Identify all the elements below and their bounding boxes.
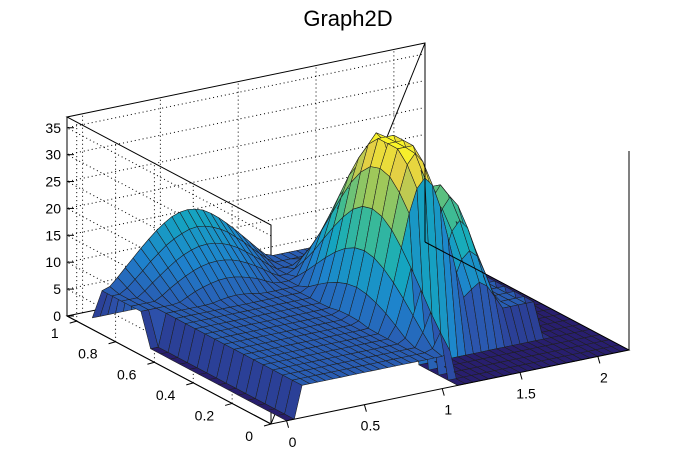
x-tick-4: [597, 356, 601, 364]
floor-front-edges: [66, 241, 631, 425]
x-tick-label-4: 2: [600, 369, 608, 385]
y-tick-label-4: 0.8: [78, 346, 98, 362]
z-tick-label-7: 35: [45, 120, 61, 136]
x-tick-2: [441, 388, 445, 396]
chart-title: Graph2D: [303, 6, 392, 31]
z-tick-label-1: 5: [53, 281, 61, 297]
z-tick-label-6: 30: [45, 147, 61, 163]
x-tick-0: [286, 420, 290, 428]
x-tick-3: [519, 372, 523, 380]
y-tick-3: [147, 361, 155, 365]
y-tick-label-5: 1: [51, 325, 59, 341]
y-tick-2: [186, 382, 194, 386]
x-tick-label-3: 1.5: [516, 386, 536, 402]
y-tick-1: [225, 402, 233, 406]
y-tick-label-0: 0: [245, 428, 253, 444]
x-tick-label-1: 0.5: [361, 418, 381, 434]
z-tick-label-0: 0: [53, 308, 61, 324]
y-tick-5: [69, 320, 77, 324]
z-tick-label-2: 10: [45, 254, 61, 270]
surface-mesh: [92, 132, 630, 422]
y-tick-label-3: 0.6: [117, 366, 137, 382]
y-tick-label-2: 0.4: [156, 387, 176, 403]
y-tick-4: [108, 341, 116, 345]
z-tick-label-3: 15: [45, 227, 61, 243]
x-tick-1: [363, 404, 367, 412]
y-tick-label-1: 0.2: [195, 407, 215, 423]
x-tick-label-0: 0: [289, 434, 297, 450]
x-tick-label-2: 1: [444, 402, 452, 418]
y-tick-0: [263, 423, 272, 427]
z-tick-label-4: 20: [45, 200, 61, 216]
axes-front-frame: [66, 43, 631, 425]
z-tick-label-5: 25: [45, 174, 61, 190]
z-gridline-7: [65, 53, 426, 237]
